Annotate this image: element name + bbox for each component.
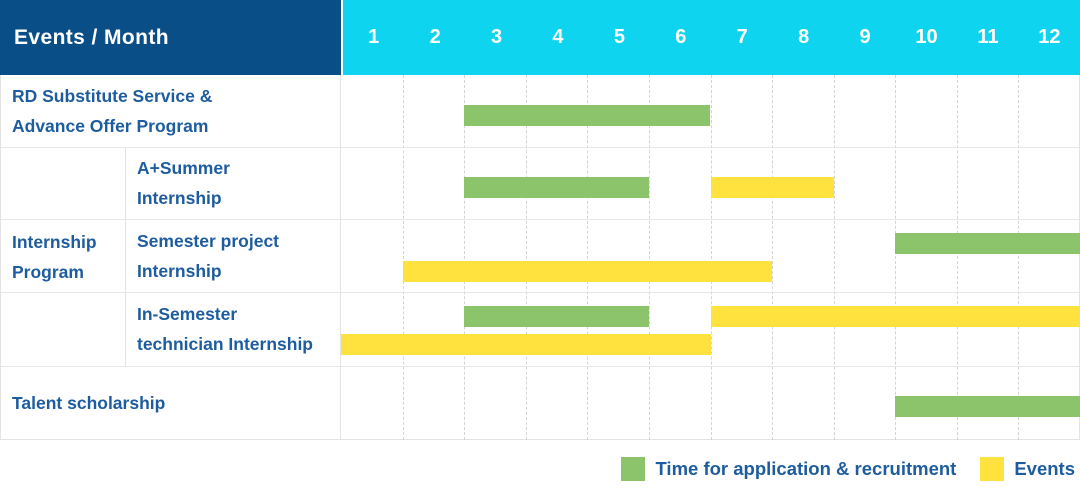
month-label: 8 bbox=[798, 26, 810, 48]
month-label: 9 bbox=[859, 26, 871, 48]
row-label-rd-substitute: RD Substitute Service & Advance Offer Pr… bbox=[12, 86, 213, 136]
yellow-swatch-icon bbox=[980, 457, 1005, 481]
grid-line bbox=[772, 75, 774, 440]
table-title: Events / Month bbox=[14, 25, 169, 49]
month-label: 5 bbox=[613, 26, 625, 48]
month-label: 3 bbox=[490, 26, 503, 48]
row-label-a-plus-summer: A+Summer Internship bbox=[137, 158, 230, 208]
grid-line bbox=[710, 75, 712, 440]
grid-line bbox=[648, 75, 650, 440]
month-label: 12 bbox=[1038, 26, 1061, 48]
row-label-talent-scholarship: Talent scholarship bbox=[12, 393, 166, 413]
row-label-in-semester-technician: In-Semester technician Internship bbox=[137, 304, 313, 354]
grid-line bbox=[587, 75, 589, 440]
application-recruitment-bar bbox=[464, 105, 711, 126]
green-swatch-icon bbox=[621, 457, 646, 481]
month-label: 2 bbox=[429, 26, 441, 48]
grid-line bbox=[895, 75, 897, 440]
grid-line bbox=[402, 75, 404, 440]
grid-line bbox=[0, 366, 1080, 367]
application-recruitment-bar bbox=[895, 396, 1080, 417]
events-bar bbox=[710, 177, 834, 198]
grid-line bbox=[125, 147, 126, 366]
month-label: 10 bbox=[915, 26, 938, 48]
legend: Time for application & recruitment Event… bbox=[621, 451, 1075, 487]
month-label: 1 bbox=[368, 26, 380, 48]
month-label: 7 bbox=[736, 26, 748, 48]
grid-line bbox=[0, 219, 1080, 220]
grid-line bbox=[464, 75, 466, 440]
legend-item-events: Events bbox=[980, 457, 1075, 481]
events-bar bbox=[402, 261, 773, 282]
application-recruitment-bar bbox=[464, 306, 649, 327]
legend-item-application-recruitment: Time for application & recruitment bbox=[621, 457, 956, 481]
month-label: 4 bbox=[552, 26, 564, 48]
group-label-internship-program: Internship Program bbox=[12, 231, 97, 282]
events-bar bbox=[710, 306, 1080, 327]
table-header-months: 1 2 3 4 5 6 7 8 9 10 11 12 bbox=[343, 0, 1080, 75]
grid-line bbox=[833, 75, 835, 440]
legend-label: Time for application & recruitment bbox=[655, 458, 957, 479]
grid-line bbox=[1018, 75, 1020, 440]
table-header-events-month: Events / Month bbox=[0, 0, 341, 75]
grid-line bbox=[0, 292, 1080, 293]
events-bar bbox=[341, 334, 711, 355]
application-recruitment-bar bbox=[464, 177, 649, 198]
grid-line bbox=[956, 75, 958, 440]
grid-line bbox=[340, 75, 341, 440]
grid-line bbox=[525, 75, 527, 440]
month-label: 11 bbox=[977, 26, 999, 48]
month-label: 6 bbox=[675, 26, 687, 48]
application-recruitment-bar bbox=[895, 233, 1080, 254]
row-label-semester-project: Semester project Internship bbox=[137, 230, 280, 281]
legend-label: Events bbox=[1014, 458, 1075, 479]
grid-line bbox=[0, 147, 1080, 148]
